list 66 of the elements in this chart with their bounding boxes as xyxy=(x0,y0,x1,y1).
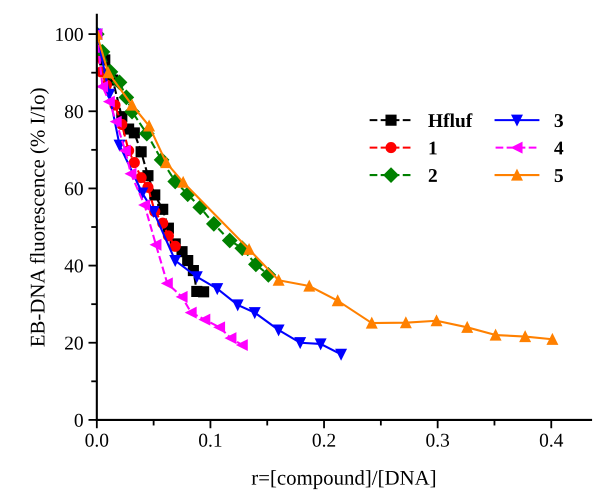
legend-label: 3 xyxy=(554,114,563,128)
y-tick-label: 60 xyxy=(65,182,83,196)
point xyxy=(128,127,140,138)
point xyxy=(136,146,147,158)
point xyxy=(182,255,194,266)
point xyxy=(304,280,315,292)
legend-label: Hfluf xyxy=(428,113,472,128)
point xyxy=(206,216,222,232)
point xyxy=(273,324,284,336)
point xyxy=(170,255,181,266)
point xyxy=(144,120,155,132)
point xyxy=(214,322,226,333)
point xyxy=(104,96,115,108)
point xyxy=(178,176,189,188)
point xyxy=(462,322,473,333)
point xyxy=(400,317,412,328)
point xyxy=(366,318,378,329)
point xyxy=(232,299,244,310)
x-tick-label: 0.4 xyxy=(540,434,564,447)
point xyxy=(490,329,502,341)
point xyxy=(198,286,210,298)
x-tick-label: 0.0 xyxy=(85,434,108,447)
point xyxy=(199,314,210,326)
legend-label: 2 xyxy=(428,169,437,182)
x-tick-label: 0.2 xyxy=(312,434,336,447)
point xyxy=(176,291,188,302)
point xyxy=(96,81,108,92)
point xyxy=(170,240,181,252)
legend-label: 5 xyxy=(554,169,563,182)
point xyxy=(294,337,306,348)
point xyxy=(222,232,238,248)
y-tick-label: 20 xyxy=(65,336,83,350)
point xyxy=(150,239,162,250)
x-axis-title: r=[compound]/[DNA] xyxy=(252,470,436,490)
point xyxy=(315,338,326,350)
y-tick-label: 0 xyxy=(74,414,83,427)
point xyxy=(125,168,136,180)
point xyxy=(336,348,347,360)
point xyxy=(332,295,344,306)
point xyxy=(520,331,531,342)
y-tick-label: 40 xyxy=(64,259,83,273)
point xyxy=(225,332,236,344)
point xyxy=(136,172,147,184)
point xyxy=(120,145,131,156)
point xyxy=(128,157,140,168)
point xyxy=(430,315,442,326)
point xyxy=(249,307,260,318)
point xyxy=(273,274,284,286)
point xyxy=(244,244,255,255)
point xyxy=(162,278,173,289)
x-tick-label: 0.3 xyxy=(426,434,450,447)
point xyxy=(236,340,248,351)
point xyxy=(248,256,264,272)
point xyxy=(126,100,138,111)
point xyxy=(186,307,197,318)
y-tick-label: 100 xyxy=(56,28,83,42)
legend-label: 4 xyxy=(554,142,564,154)
point xyxy=(191,271,202,282)
point xyxy=(546,334,558,345)
point xyxy=(110,116,122,128)
y-axis-title: EB-DNA fluorescence (% I/Io) xyxy=(30,88,49,347)
point xyxy=(212,283,223,294)
x-tick-label: 0.1 xyxy=(199,434,222,447)
point xyxy=(138,199,150,211)
legend-label: 1 xyxy=(430,142,437,154)
y-tick-label: 80 xyxy=(64,105,83,118)
